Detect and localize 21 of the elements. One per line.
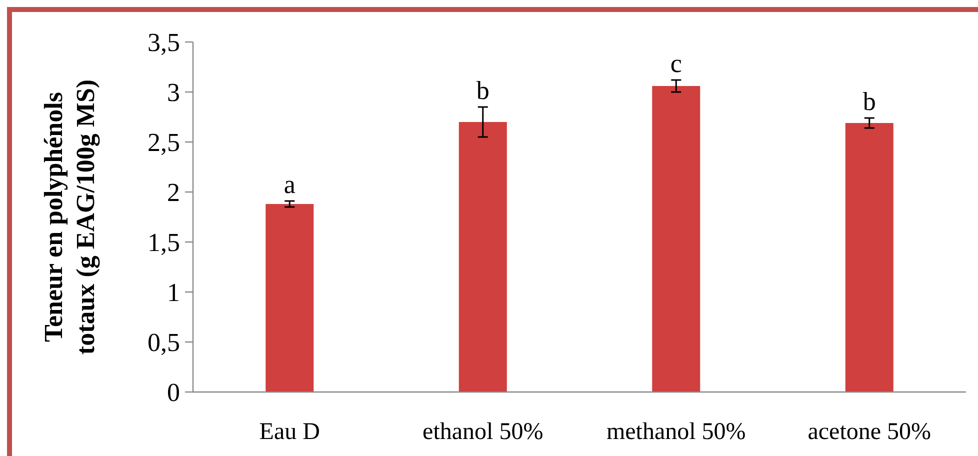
x-tick-label: ethanol 50%	[422, 419, 544, 445]
x-tick-label: acetone 50%	[808, 419, 932, 445]
annotation: b	[862, 87, 876, 116]
y-tick-label: 0	[167, 378, 180, 408]
annotation: b	[476, 76, 490, 105]
y-tick-label: 2	[167, 178, 180, 208]
bar	[845, 123, 894, 392]
annotation: a	[284, 170, 296, 199]
y-tick-label: 1,5	[148, 228, 180, 258]
annotation: c	[670, 49, 682, 78]
y-tick-label: 1	[167, 278, 180, 308]
y-tick-label: 3,5	[148, 28, 180, 58]
x-tick-label: Eau D	[259, 419, 320, 445]
y-axis-title: Teneur en polyphénols totaux (g EAG/100g MS)	[39, 79, 100, 355]
y-tick-label: 2,5	[148, 128, 180, 158]
y-tick-label: 3	[167, 78, 180, 108]
bar	[652, 86, 700, 392]
bar	[458, 122, 507, 392]
x-tick-label: methanol 50%	[606, 419, 746, 445]
y-tick-label: 0,5	[148, 328, 180, 358]
bar	[266, 204, 314, 392]
